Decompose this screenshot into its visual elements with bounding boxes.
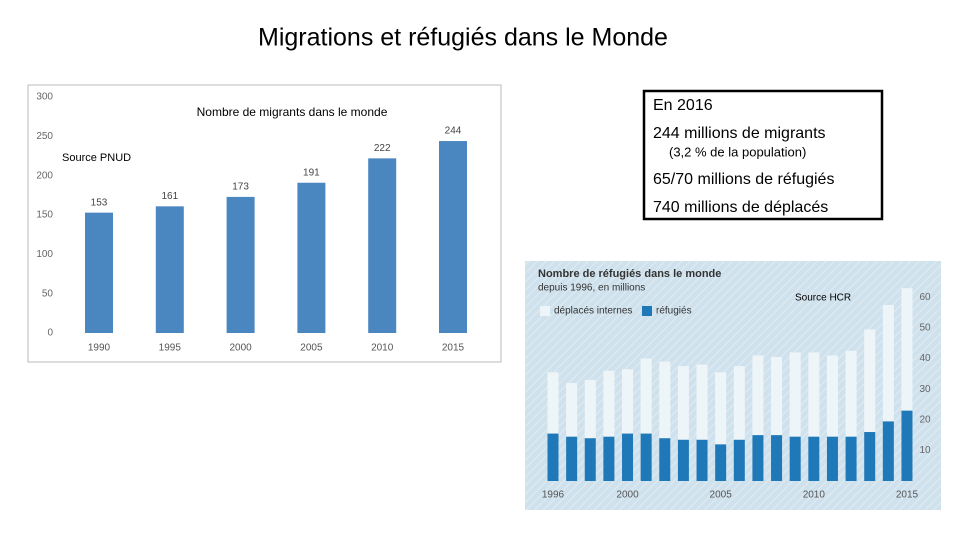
x-tick-label: 1996 bbox=[542, 490, 565, 501]
bar-segment bbox=[659, 361, 671, 439]
bar-segment bbox=[677, 366, 689, 440]
x-tick-label: 2000 bbox=[616, 490, 639, 501]
y-tick-label: 300 bbox=[36, 92, 53, 103]
data-label: 191 bbox=[303, 167, 320, 178]
y-tick-label: 50 bbox=[919, 323, 931, 334]
y-tick-label: 250 bbox=[36, 131, 53, 142]
y-tick-label: 20 bbox=[919, 414, 931, 425]
bar-segment bbox=[677, 439, 689, 481]
bar bbox=[368, 158, 397, 333]
chart-title: Nombre de migrants dans le monde bbox=[197, 105, 388, 119]
bar bbox=[226, 196, 255, 333]
x-tick-label: 2015 bbox=[896, 490, 919, 501]
bar-segment bbox=[622, 433, 634, 481]
y-tick-label: 100 bbox=[36, 249, 53, 260]
bar-segment bbox=[733, 366, 745, 440]
y-tick-label: 150 bbox=[36, 210, 53, 221]
text-box-line: 65/70 millions de réfugiés bbox=[653, 171, 834, 188]
legend-swatch bbox=[642, 306, 652, 316]
bar-segment bbox=[771, 357, 783, 436]
bar-segment bbox=[882, 304, 894, 422]
bar-segment bbox=[882, 421, 894, 481]
bar-segment bbox=[845, 350, 857, 437]
text-box-line: 740 millions de déplacés bbox=[653, 199, 828, 216]
text-box-heading: En 2016 bbox=[653, 97, 713, 114]
bar-segment bbox=[752, 435, 764, 481]
x-tick-label: 2000 bbox=[229, 343, 252, 354]
bar-segment bbox=[826, 355, 838, 437]
annotation: Source HCR bbox=[795, 293, 851, 304]
bar-segment bbox=[808, 436, 820, 481]
bar-segment bbox=[547, 433, 559, 481]
chart-title: Nombre de réfugiés dans le monde bbox=[538, 268, 721, 280]
bar-segment bbox=[547, 372, 559, 434]
chart-subtitle: depuis 1996, en millions bbox=[538, 283, 645, 294]
bar-segment bbox=[808, 352, 820, 437]
bar-segment bbox=[566, 436, 578, 481]
data-label: 173 bbox=[232, 182, 249, 193]
bar-segment bbox=[566, 383, 578, 437]
y-tick-label: 40 bbox=[919, 353, 931, 364]
bar-segment bbox=[789, 352, 801, 437]
y-tick-label: 60 bbox=[919, 292, 931, 303]
y-tick-label: 30 bbox=[919, 384, 931, 395]
bar-segment bbox=[584, 438, 596, 481]
x-tick-label: 2010 bbox=[371, 343, 394, 354]
bar-segment bbox=[715, 372, 727, 445]
y-tick-label: 10 bbox=[919, 445, 931, 456]
bar-segment bbox=[733, 439, 745, 481]
bar bbox=[297, 182, 326, 333]
text-box-line: 244 millions de migrants bbox=[653, 125, 826, 142]
bar-segment bbox=[640, 358, 652, 434]
bar bbox=[155, 206, 184, 333]
data-label: 222 bbox=[374, 143, 391, 154]
bar-segment bbox=[715, 444, 727, 481]
bar-segment bbox=[696, 364, 708, 440]
x-tick-label: 2005 bbox=[710, 490, 733, 501]
data-label: 153 bbox=[91, 197, 108, 208]
y-tick-label: 200 bbox=[36, 170, 53, 181]
bar-segment bbox=[640, 433, 652, 481]
bar-segment bbox=[845, 436, 857, 481]
bar-segment bbox=[826, 436, 838, 481]
bar-segment bbox=[789, 436, 801, 481]
x-tick-label: 2005 bbox=[300, 343, 323, 354]
bar-segment bbox=[901, 410, 913, 481]
bar-segment bbox=[752, 355, 764, 436]
bar-segment bbox=[696, 439, 708, 481]
bar-segment bbox=[622, 369, 634, 434]
legend-label: déplacés internes bbox=[554, 306, 632, 317]
bar-segment bbox=[864, 432, 876, 481]
x-tick-label: 2015 bbox=[442, 343, 465, 354]
text-box bbox=[642, 89, 884, 221]
text-box-line: (3,2 % de la population) bbox=[669, 144, 806, 159]
bar-segment bbox=[603, 370, 615, 437]
bar bbox=[439, 141, 467, 333]
legend-swatch bbox=[540, 306, 550, 316]
y-tick-label: 0 bbox=[47, 328, 53, 339]
bar-segment bbox=[603, 436, 615, 481]
legend-label: réfugiés bbox=[656, 306, 692, 317]
slide-title: Migrations et réfugiés dans le Monde bbox=[258, 24, 668, 52]
bar-segment bbox=[584, 379, 596, 439]
x-tick-label: 1990 bbox=[88, 343, 111, 354]
x-tick-label: 1995 bbox=[159, 343, 182, 354]
bar-segment bbox=[771, 435, 783, 481]
bar-segment bbox=[864, 329, 876, 433]
x-tick-label: 2010 bbox=[803, 490, 826, 501]
bar bbox=[85, 212, 113, 333]
data-label: 244 bbox=[445, 126, 462, 137]
y-tick-label: 50 bbox=[42, 288, 54, 299]
data-label: 161 bbox=[161, 191, 178, 202]
annotation: Source PNUD bbox=[62, 152, 131, 164]
bar-segment bbox=[901, 288, 913, 411]
bar-segment bbox=[659, 438, 671, 481]
